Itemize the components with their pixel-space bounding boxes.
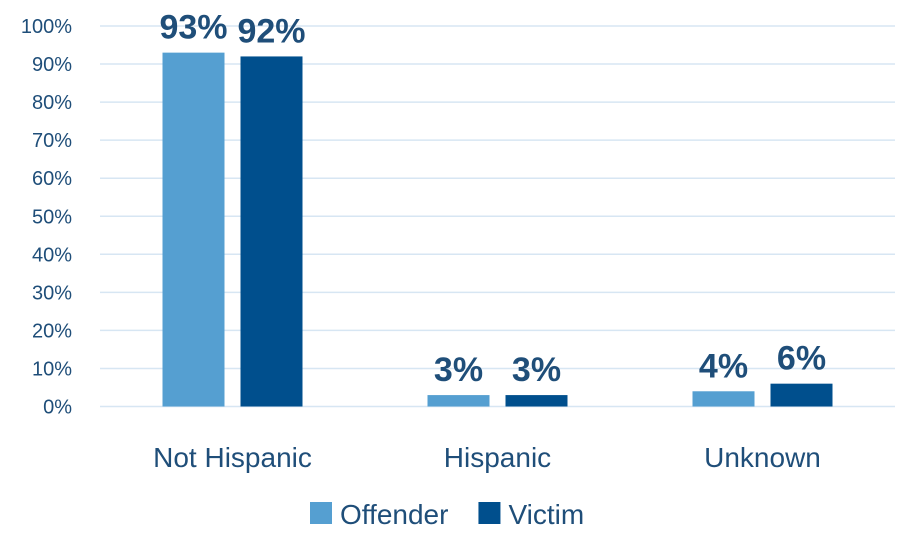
bar-victim-not-hispanic [240,56,303,407]
data-label: 3% [434,351,483,389]
data-label: 92% [237,12,305,50]
bar-victim-unknown [770,383,833,407]
data-label: 3% [512,351,561,389]
legend-label-offender: Offender [340,499,448,530]
x-axis: Not Hispanic Hispanic Unknown [153,442,821,473]
data-label: 6% [777,340,826,378]
bars [162,52,833,407]
bar-offender-unknown [692,391,755,407]
x-category-label: Not Hispanic [153,442,312,473]
y-tick-label: 30% [32,282,72,304]
gridlines [100,25,895,408]
y-tick-label: 50% [32,206,72,228]
x-category-label: Hispanic [444,442,551,473]
bar-offender-not-hispanic [162,52,225,407]
y-tick-label: 60% [32,168,72,190]
bar-victim-hispanic [505,395,568,407]
y-tick-label: 90% [32,54,72,76]
y-tick-label: 70% [32,130,72,152]
y-tick-label: 80% [32,92,72,114]
y-tick-label: 20% [32,320,72,342]
data-label: 93% [159,9,227,47]
legend: Offender Victim [310,499,584,530]
legend-swatch-victim [478,502,501,524]
y-axis: 0% 10% 20% 30% 40% 50% 60% 70% 80% 90% 100% [21,16,72,419]
legend-swatch-offender [310,502,332,524]
data-labels: 93% 92% 3% 3% 4% 6% [159,9,826,389]
bar-offender-hispanic [427,395,490,407]
y-tick-label: 0% [43,397,72,419]
y-tick-label: 100% [21,16,72,38]
x-category-label: Unknown [704,442,821,473]
y-tick-label: 40% [32,244,72,266]
legend-label-victim: Victim [508,499,584,530]
y-tick-label: 10% [32,358,72,380]
data-label: 4% [699,347,748,385]
